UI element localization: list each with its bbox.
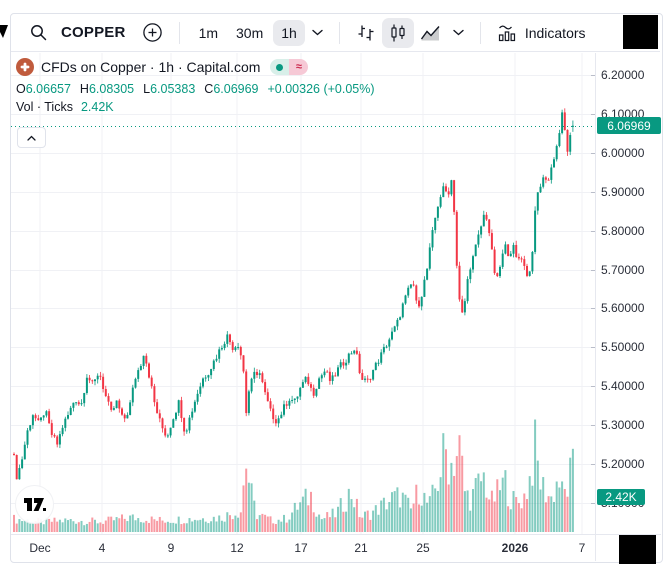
timeframe-1h[interactable]: 1h	[273, 19, 305, 46]
chevron-up-icon	[27, 135, 36, 141]
market-open-dot-icon	[276, 63, 284, 71]
compare-add-icon[interactable]	[136, 17, 169, 48]
time-tick-label: 21	[354, 541, 368, 555]
indicators-button[interactable]: Indicators	[491, 18, 592, 48]
current-price-badge: 6.06969	[597, 117, 661, 135]
search-icon[interactable]	[24, 19, 53, 46]
price-tick-label: 5.60000	[601, 301, 645, 316]
indicators-label: Indicators	[524, 24, 586, 41]
ohlc-C: C6.06969	[204, 82, 259, 96]
top-toolbar: COPPER 1m 30m 1h	[11, 14, 660, 52]
time-tick-label: 7	[578, 541, 586, 555]
toolbar-separator	[479, 21, 481, 44]
time-tick-label: 25	[416, 541, 430, 555]
symbol-title[interactable]: CFDs on Copper · 1h · Capital.com	[41, 59, 261, 75]
ohlc-H: H6.08305	[79, 82, 135, 96]
volume-value: 2.42K	[80, 100, 114, 114]
timeframe-menu-chevron-icon[interactable]	[306, 24, 329, 41]
timeframe-1m[interactable]: 1m	[198, 24, 219, 41]
legend-collapse-button[interactable]	[17, 127, 46, 148]
redacted-logo-bottom	[619, 535, 656, 564]
redacted-logo-top	[623, 15, 658, 49]
time-tick-label: 12	[230, 541, 244, 555]
toolbar-separator	[338, 21, 340, 44]
time-tick-label: 9	[167, 541, 175, 555]
time-tick-label: 2026	[501, 541, 529, 555]
symbol-name[interactable]: COPPER	[61, 24, 126, 41]
price-tick-label: 5.70000	[601, 262, 645, 277]
current-volume-badge: 2.42K	[597, 489, 645, 505]
price-change: +0.00326 (+0.05%)	[267, 82, 375, 96]
timeframe-30m[interactable]: 30m	[236, 24, 264, 41]
copper-symbol-icon	[16, 58, 34, 76]
timeframe-group: 1m 30m 1h	[190, 19, 306, 46]
tradingview-logo-icon	[23, 498, 46, 511]
tradingview-logo[interactable]	[15, 485, 54, 524]
time-tick-label: 17	[294, 541, 308, 555]
price-tick-label: 5.40000	[601, 379, 645, 394]
ohlc-O: O6.06657	[16, 82, 71, 96]
volume-label: Vol · Ticks	[16, 100, 73, 114]
indicators-icon	[498, 24, 515, 41]
price-tick-label: 5.20000	[601, 457, 645, 472]
chart-legend: CFDs on Copper · 1h · Capital.com ≈ O6.0…	[16, 57, 375, 114]
approx-data-icon: ≈	[289, 59, 309, 75]
site-logo-fragment	[0, 25, 8, 38]
ohlc-L: L6.05383	[143, 82, 196, 96]
chart-style-candles-icon[interactable]	[381, 17, 414, 48]
price-tick-label: 6.00000	[601, 145, 645, 160]
chart-style-bars-icon[interactable]	[350, 18, 382, 48]
market-status-pill[interactable]: ≈	[270, 59, 309, 75]
time-tick-label: Dec	[29, 541, 51, 555]
volume-row: Vol · Ticks 2.42K	[16, 100, 375, 114]
time-tick-label: 4	[98, 541, 106, 555]
price-tick-label: 5.30000	[601, 418, 645, 433]
ohlc-values-row: O6.06657 H6.08305 L6.05383 C6.06969 +0.00326…	[16, 81, 375, 97]
price-tick-label: 5.80000	[601, 223, 645, 238]
price-tick-label: 6.20000	[601, 68, 645, 82]
price-tick-label: 5.90000	[601, 184, 645, 199]
chart-style-menu-chevron-icon[interactable]	[447, 24, 470, 41]
toolbar-separator	[178, 21, 180, 44]
chart-style-area-icon[interactable]	[414, 18, 447, 48]
price-tick-label: 5.50000	[601, 340, 645, 355]
